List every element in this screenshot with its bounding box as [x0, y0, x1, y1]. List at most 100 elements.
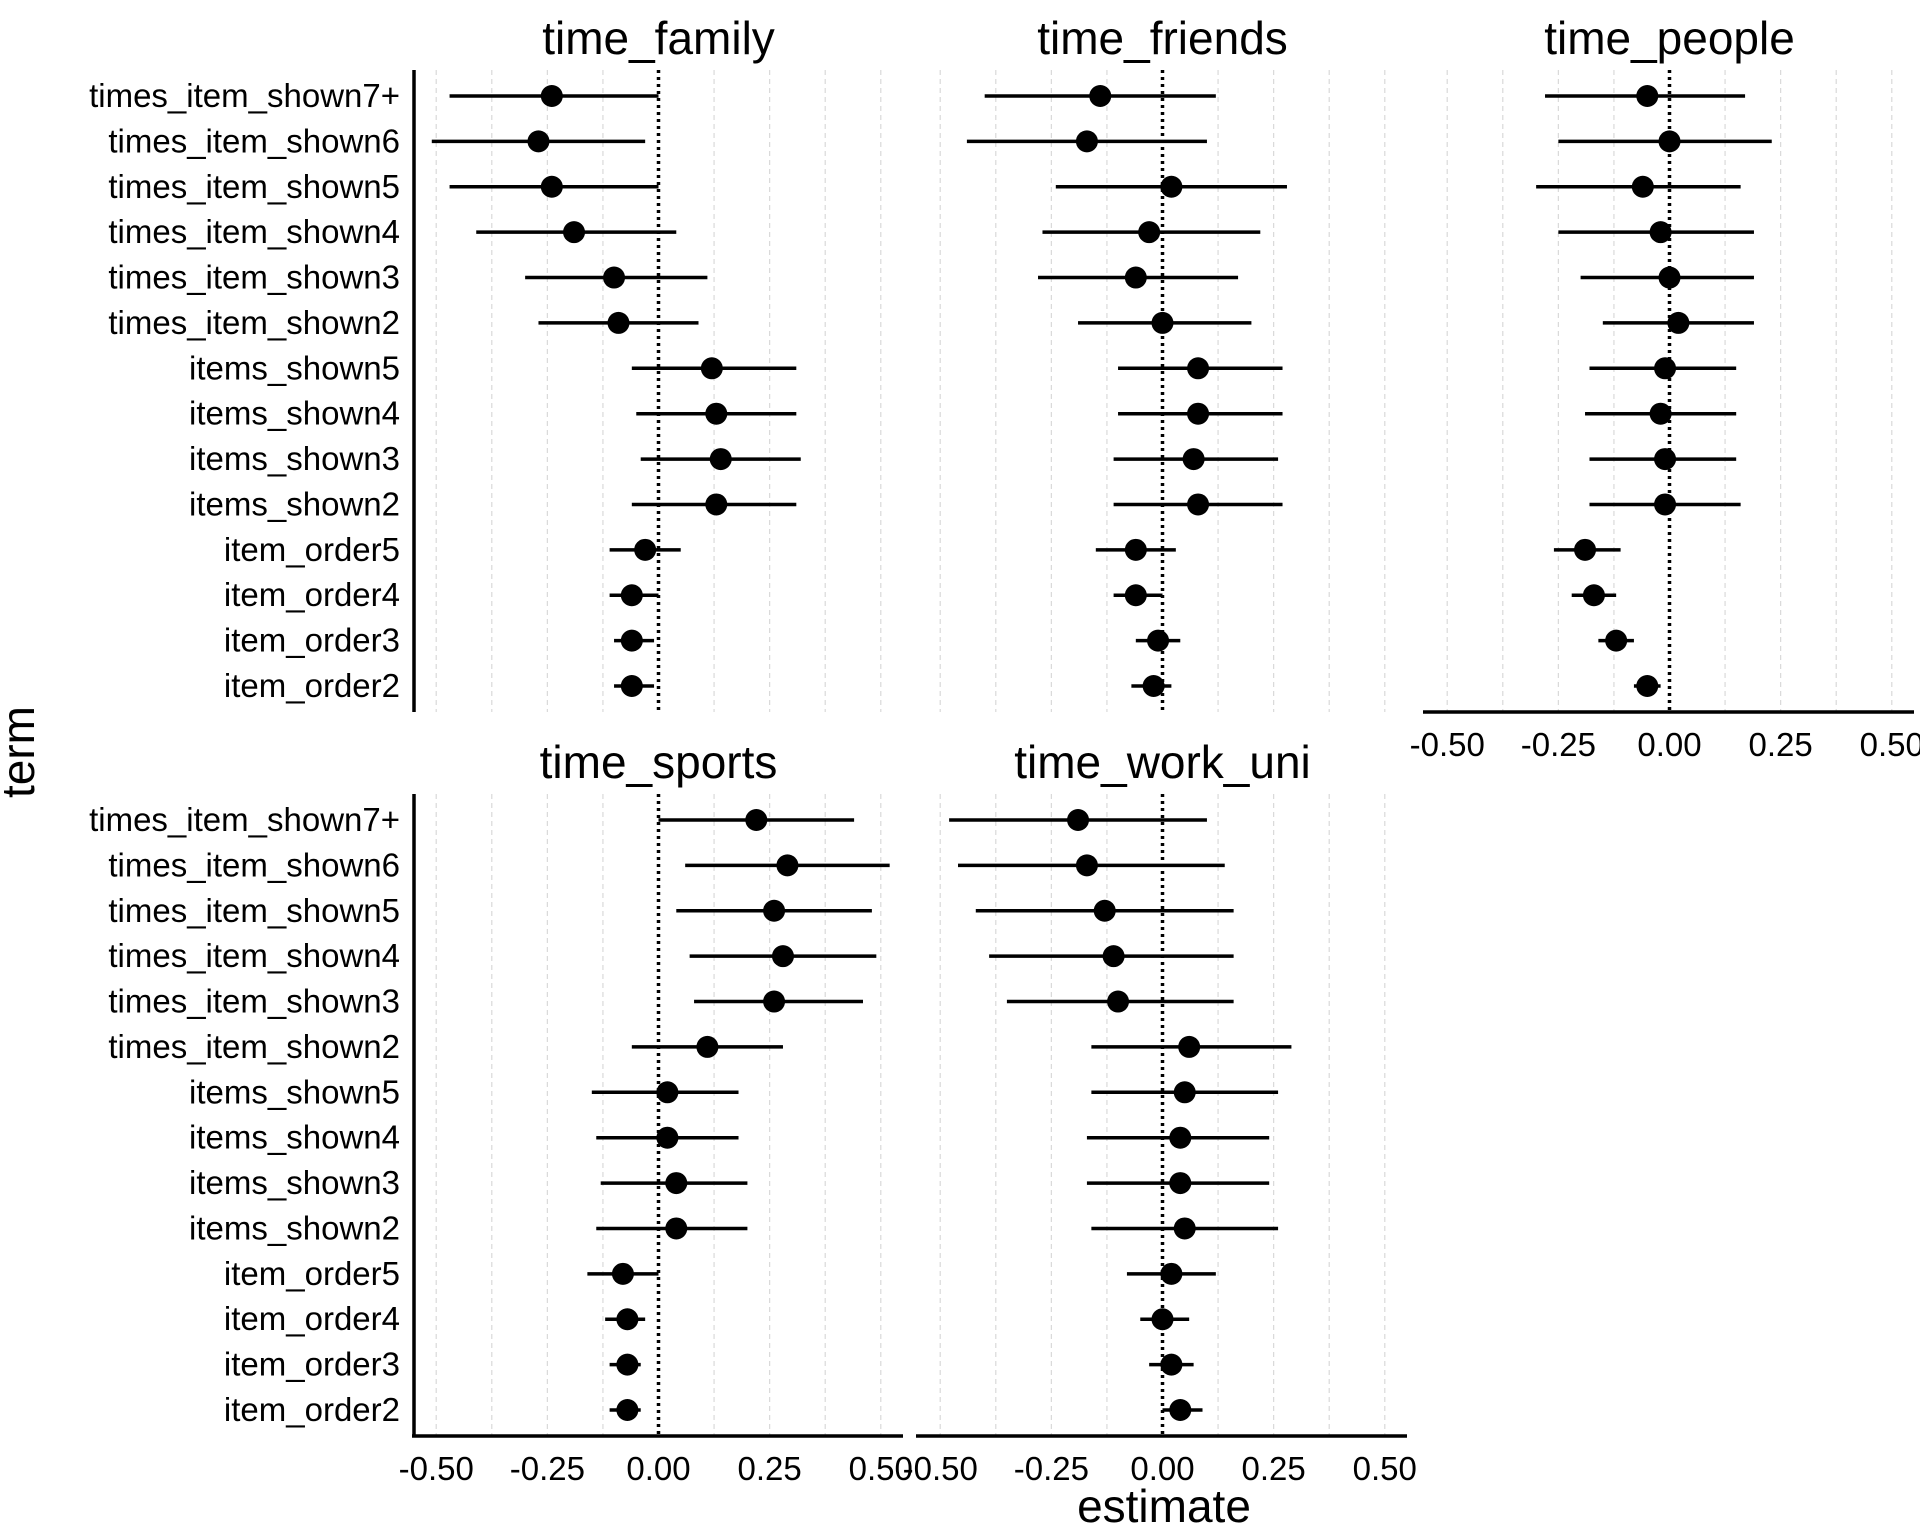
x-tick-label: 0.25	[738, 1450, 802, 1487]
estimate-point	[1654, 357, 1677, 380]
estimate-point	[1636, 675, 1659, 697]
estimate-point	[665, 1217, 688, 1240]
estimate-point	[1631, 175, 1654, 198]
estimate-point	[603, 266, 626, 289]
y-tick-label: items_shown3	[189, 1164, 400, 1201]
y-tick-label: item_order3	[224, 1346, 400, 1383]
y-tick-label: items_shown5	[189, 1073, 400, 1110]
estimate-point	[1658, 266, 1681, 289]
estimate-point	[705, 402, 728, 425]
y-tick-label: item_order3	[224, 622, 400, 659]
y-tick-label: times_item_shown3	[108, 259, 400, 296]
estimate-point	[1658, 130, 1681, 153]
y-tick-label: times_item_shown7+	[89, 77, 400, 114]
estimate-point	[1173, 1081, 1196, 1104]
estimate-point	[1151, 1308, 1174, 1331]
y-tick-label: items_shown3	[189, 440, 400, 477]
x-tick-label: -0.25	[1521, 726, 1596, 763]
y-tick-label: item_order2	[224, 667, 400, 704]
x-tick-label: 0.00	[626, 1450, 690, 1487]
x-tick-label: 0.50	[849, 1450, 913, 1487]
estimate-point	[1067, 809, 1090, 831]
y-tick-label: times_item_shown2	[108, 304, 400, 341]
panel-title: time_friends	[1037, 12, 1288, 64]
estimate-point	[1102, 945, 1125, 968]
y-tick-label: item_order2	[224, 1391, 400, 1428]
x-tick-label: 0.25	[1749, 726, 1813, 763]
x-tick-label: 0.50	[1353, 1450, 1417, 1487]
estimate-point	[1147, 629, 1170, 652]
estimate-point	[1187, 402, 1210, 425]
estimate-point	[1142, 675, 1165, 697]
x-tick-label: 0.50	[1860, 726, 1920, 763]
estimate-point	[620, 584, 643, 607]
estimate-point	[607, 311, 630, 334]
y-tick-label: item_order5	[224, 531, 400, 568]
estimate-point	[634, 538, 657, 561]
estimate-point	[709, 448, 732, 471]
y-axis-title: term	[0, 706, 44, 798]
y-tick-label: items_shown4	[189, 395, 400, 432]
y-tick-label: times_item_shown5	[108, 168, 400, 205]
estimate-point	[563, 221, 586, 244]
estimate-point	[1654, 448, 1677, 471]
estimate-point	[1138, 221, 1161, 244]
estimate-point	[620, 675, 643, 697]
x-tick-label: -0.50	[1410, 726, 1485, 763]
estimate-point	[1169, 1126, 1192, 1149]
estimate-point	[656, 1081, 679, 1104]
estimate-point	[527, 130, 550, 153]
estimate-point	[1582, 584, 1605, 607]
facet-panel: time_sports times_item_shown7+ times_item_…	[89, 736, 913, 1487]
estimate-point	[656, 1126, 679, 1149]
x-tick-label: 0.25	[1242, 1450, 1306, 1487]
estimate-point	[1169, 1172, 1192, 1195]
y-tick-label: items_shown2	[189, 485, 400, 522]
estimate-point	[1654, 493, 1677, 516]
panel-title: time_sports	[540, 736, 778, 788]
facet-panel: time_people -0.50 -0.25 0.00 0.25 0.50	[1410, 12, 1920, 763]
x-tick-label: -0.50	[903, 1450, 978, 1487]
estimate-point	[1169, 1399, 1192, 1421]
y-tick-label: times_item_shown3	[108, 983, 400, 1020]
estimate-point	[1182, 448, 1205, 471]
x-tick-label: 0.00	[1130, 1450, 1194, 1487]
estimate-point	[540, 175, 563, 198]
estimate-point	[1187, 357, 1210, 380]
y-tick-label: times_item_shown7+	[89, 801, 400, 838]
y-tick-label: item_order4	[224, 576, 400, 613]
y-tick-label: times_item_shown4	[108, 937, 400, 974]
panels: time_family times_item_shown7+ times_item_…	[89, 12, 1920, 1487]
facet-panel: time_family times_item_shown7+ times_item_…	[89, 12, 882, 712]
estimate-point	[616, 1353, 639, 1376]
estimate-point	[696, 1035, 719, 1058]
estimate-point	[705, 493, 728, 516]
estimate-point	[1107, 990, 1130, 1013]
estimate-point	[1636, 85, 1659, 107]
x-tick-label: -0.50	[399, 1450, 474, 1487]
estimate-point	[771, 945, 794, 968]
y-tick-label: times_item_shown4	[108, 213, 400, 250]
estimate-point	[1649, 221, 1672, 244]
y-tick-label: times_item_shown6	[108, 122, 400, 159]
x-tick-label: -0.25	[510, 1450, 585, 1487]
estimate-point	[1160, 1353, 1183, 1376]
estimate-point	[1605, 629, 1628, 652]
estimate-point	[1667, 311, 1690, 334]
y-tick-label: items_shown2	[189, 1209, 400, 1246]
estimate-point	[1075, 130, 1098, 153]
estimate-point	[1093, 899, 1116, 922]
y-tick-label: times_item_shown2	[108, 1028, 400, 1065]
estimate-point	[763, 990, 786, 1013]
estimate-point	[1124, 266, 1147, 289]
panel-title: time_work_uni	[1014, 736, 1311, 788]
y-tick-label: items_shown5	[189, 349, 400, 386]
estimate-point	[665, 1172, 688, 1195]
estimate-point	[700, 357, 723, 380]
x-tick-label: -0.25	[1014, 1450, 1089, 1487]
y-tick-label: item_order4	[224, 1300, 400, 1337]
estimate-point	[616, 1308, 639, 1331]
estimate-point	[1574, 538, 1597, 561]
estimate-point	[540, 85, 563, 107]
estimate-point	[1151, 311, 1174, 334]
